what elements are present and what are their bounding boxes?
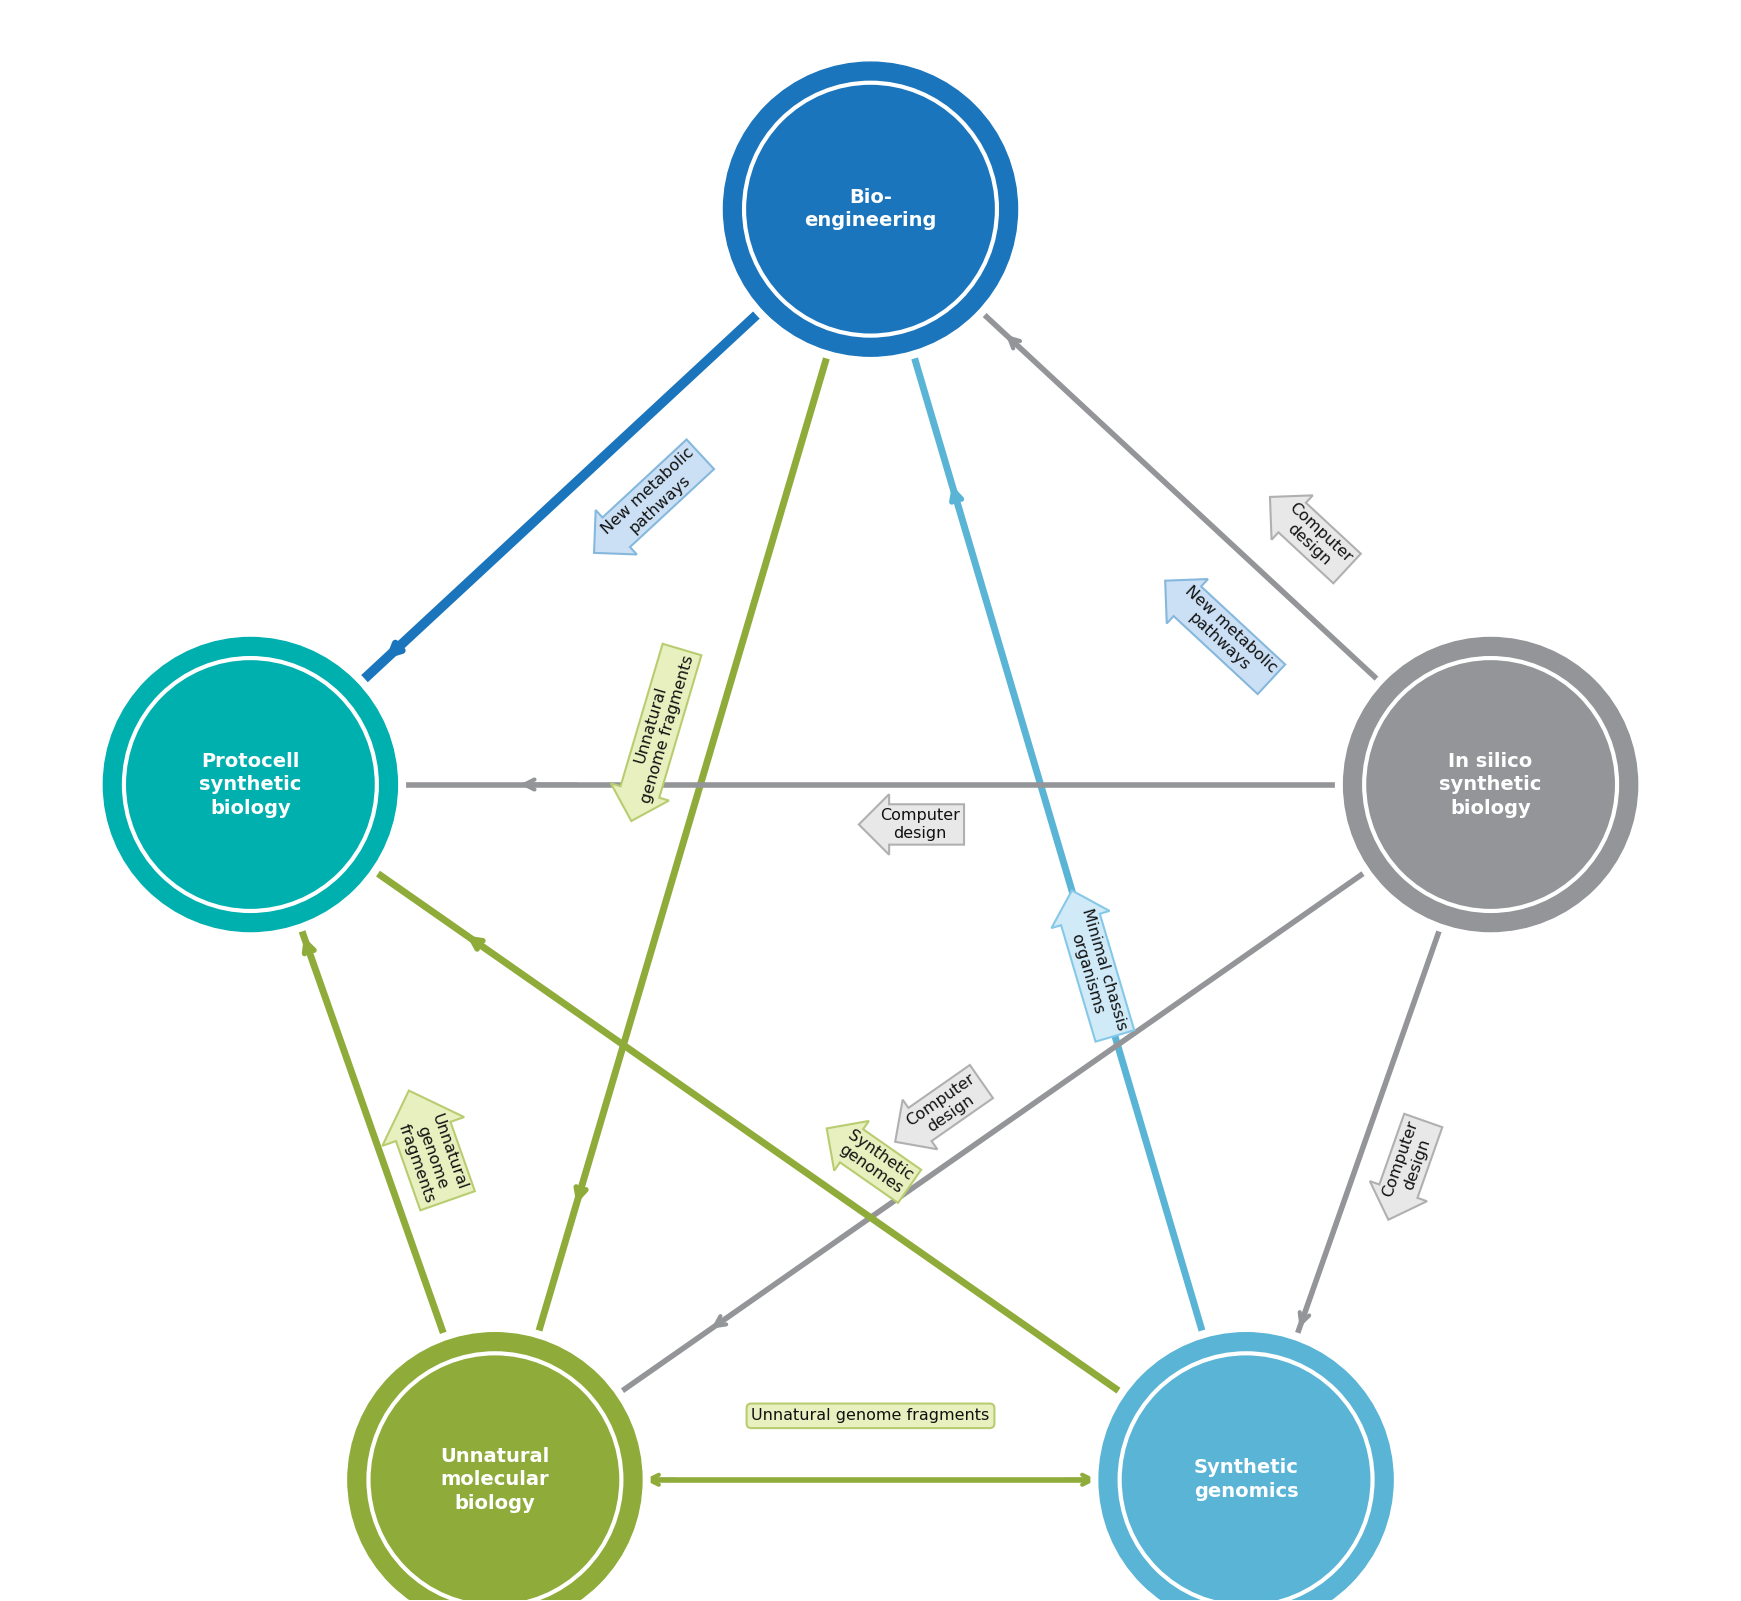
Circle shape xyxy=(724,62,1017,355)
Text: Protocell
synthetic
biology: Protocell synthetic biology xyxy=(198,751,301,818)
Circle shape xyxy=(348,1332,642,1601)
Text: New metabolic
pathways: New metabolic pathways xyxy=(1170,583,1280,688)
Text: Bio-
engineering: Bio- engineering xyxy=(804,187,937,231)
Text: Computer
design: Computer design xyxy=(1381,1119,1438,1206)
Circle shape xyxy=(1335,629,1645,940)
Text: Synthetic
genomes: Synthetic genomes xyxy=(836,1127,916,1198)
Text: Unnatural
genome fragments: Unnatural genome fragments xyxy=(622,648,696,805)
Circle shape xyxy=(339,1324,649,1601)
Circle shape xyxy=(1099,1332,1393,1601)
Text: In silico
synthetic
biology: In silico synthetic biology xyxy=(1440,751,1543,818)
Circle shape xyxy=(103,637,397,932)
Text: Synthetic
genomics: Synthetic genomics xyxy=(1194,1459,1299,1502)
Circle shape xyxy=(1344,637,1638,932)
Circle shape xyxy=(716,54,1025,363)
Text: Unnatural
molecular
biology: Unnatural molecular biology xyxy=(440,1447,550,1513)
Text: New metabolic
pathways: New metabolic pathways xyxy=(599,445,709,551)
Text: Minimal chassis
organisms: Minimal chassis organisms xyxy=(1062,906,1130,1037)
Text: Computer
design: Computer design xyxy=(904,1071,987,1143)
Text: Unnatural
genome
fragments: Unnatural genome fragments xyxy=(395,1111,470,1206)
Circle shape xyxy=(96,629,406,940)
Text: Computer
design: Computer design xyxy=(881,809,959,841)
Text: Unnatural genome fragments: Unnatural genome fragments xyxy=(752,1409,989,1423)
Circle shape xyxy=(1092,1324,1402,1601)
Text: Computer
design: Computer design xyxy=(1274,500,1354,578)
